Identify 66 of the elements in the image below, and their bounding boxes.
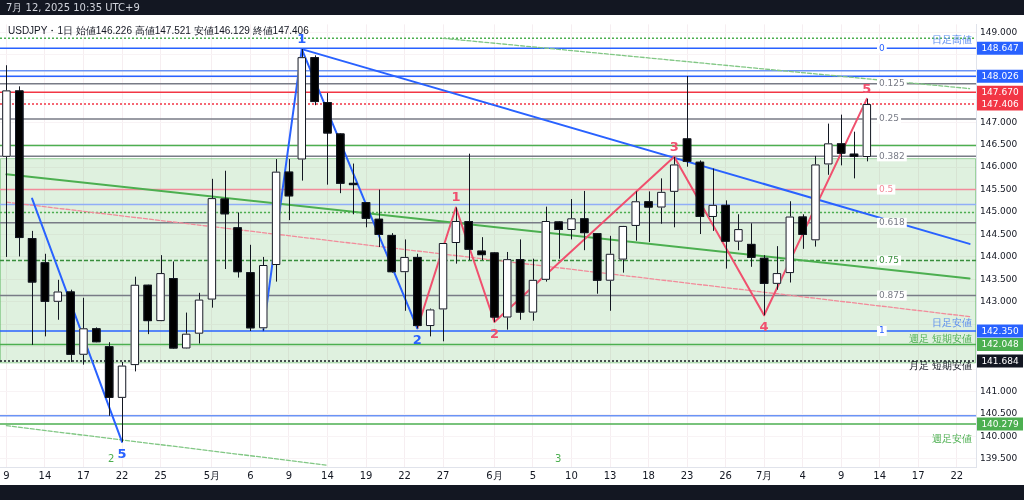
ref-line-label: 142.048 — [981, 339, 1019, 350]
annotation: 3 — [555, 452, 562, 464]
y-tick-label: 144.500 — [980, 228, 1018, 239]
x-tick-label: 9 — [285, 469, 293, 481]
y-tick-label: 140.500 — [980, 408, 1018, 419]
y-tick-label: 144.000 — [980, 251, 1018, 262]
x-tick-label: 26 — [719, 469, 732, 481]
ref-line-label: 148.647 — [981, 43, 1019, 54]
chart-title: 7月 12, 2025 10:35 UTC+9 — [0, 0, 1024, 15]
annotation: 週足 短期安値 — [908, 332, 972, 344]
annotation: 日足安値 — [932, 317, 972, 329]
y-tick-label: 146.500 — [980, 139, 1018, 150]
annotation: 1 — [451, 189, 461, 205]
annotation: 2 — [108, 452, 115, 464]
x-tick-label: 17 — [77, 469, 90, 481]
x-tick-label: 6 — [247, 469, 254, 481]
y-tick-label: 147.000 — [980, 116, 1018, 127]
x-tick-label: 22 — [398, 469, 411, 481]
annotation: 0.5 — [879, 183, 894, 194]
annotation: 0.75 — [879, 254, 900, 265]
x-tick-label: 9 — [3, 469, 10, 481]
x-tick-label: 14 — [873, 469, 887, 481]
ref-line-label: 148.026 — [981, 71, 1019, 82]
annotation: 0 — [879, 42, 885, 53]
x-tick-label: 22 — [950, 469, 964, 481]
x-tick-label: 7月 — [755, 469, 773, 481]
y-tick-label: 139.500 — [980, 453, 1018, 464]
x-tick-label: 5月 — [203, 469, 221, 481]
y-tick-label: 141.000 — [980, 385, 1018, 396]
annotation: 5 — [117, 445, 127, 461]
x-tick-label: 17 — [911, 469, 925, 481]
x-tick-label: 22 — [115, 469, 129, 481]
x-tick-label: 25 — [154, 469, 167, 481]
ref-line-label: 147.670 — [981, 87, 1019, 98]
x-tick-label: 4 — [799, 469, 806, 481]
ref-line-label: 142.350 — [981, 325, 1019, 336]
x-tick-label: 10 — [565, 469, 578, 481]
annotation: 0.618 — [879, 217, 906, 228]
x-tick-label: 5 — [529, 469, 537, 481]
x-tick-label: 6月 — [486, 469, 503, 481]
ref-line-label: 140.279 — [981, 418, 1019, 429]
annotation: 0.875 — [879, 289, 905, 300]
x-tick-label: 19 — [359, 469, 373, 481]
x-tick-label: 13 — [603, 469, 617, 481]
y-tick-label: 140.000 — [980, 430, 1018, 441]
y-tick-label: 146.000 — [980, 161, 1018, 172]
x-tick-label: 9 — [837, 469, 845, 481]
ref-line-label: 147.406 — [981, 98, 1019, 109]
annotation: 0.382 — [879, 150, 905, 161]
annotation: 0.25 — [879, 113, 900, 124]
annotation: 2 — [412, 332, 422, 348]
annotation: 週足安値 — [932, 433, 972, 445]
annotation: 0.125 — [879, 78, 905, 88]
ref-line-label: 141.684 — [981, 355, 1019, 366]
x-tick-label: 14 — [38, 469, 52, 481]
annotation: 1 — [879, 325, 885, 336]
y-tick-label: 145.500 — [980, 183, 1018, 194]
y-tick-label: 145.000 — [980, 206, 1018, 217]
annotation: 月足 短期安値 — [908, 360, 972, 372]
y-tick-label: 143.000 — [980, 296, 1018, 307]
y-tick-label: 149.000 — [980, 26, 1018, 37]
x-tick-label: 27 — [436, 469, 450, 481]
y-tick-label: 143.500 — [980, 273, 1018, 284]
x-tick-label: 23 — [680, 469, 694, 481]
x-tick-label: 18 — [642, 469, 655, 481]
x-tick-label: 14 — [321, 469, 334, 481]
